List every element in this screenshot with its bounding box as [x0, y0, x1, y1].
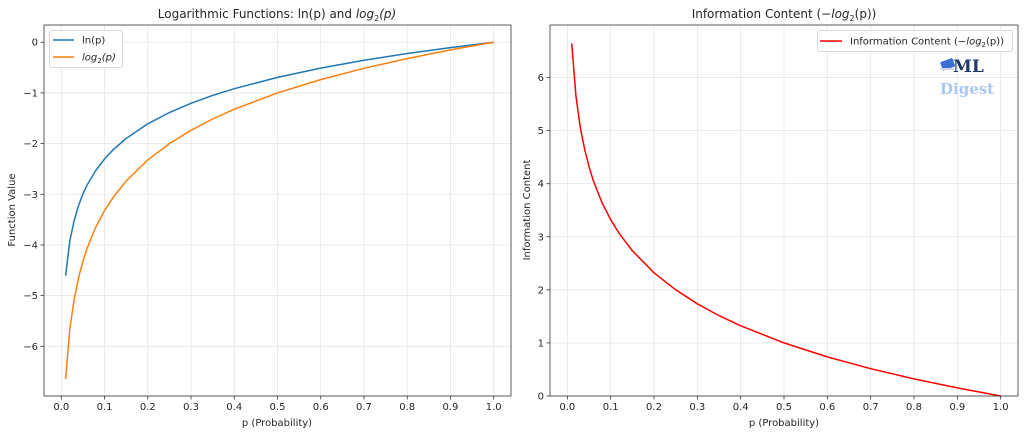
x-tick-label: 0.3 [689, 402, 705, 413]
x-tick-label: 0.7 [863, 402, 879, 413]
y-tick-label: −5 [23, 291, 38, 302]
y-tick-label: 5 [538, 126, 544, 137]
x-tick-label: 0.7 [356, 402, 372, 413]
series-line-1 [570, 43, 1001, 397]
legend-label: log2(p) [82, 53, 116, 66]
y-tick-label: −2 [23, 139, 38, 150]
x-tick-label: 1.0 [486, 402, 502, 413]
y-tick-label: −4 [23, 240, 38, 251]
chart-title: Logarithmic Functions: ln(p) and log2(p) [158, 7, 396, 23]
series-line-1 [64, 41, 494, 276]
x-tick-label: 0.5 [270, 402, 286, 413]
x-tick-label: 0.9 [443, 402, 459, 413]
x-tick-label: 0.0 [53, 402, 69, 413]
legend-label: Information Content (−log2(p)) [850, 37, 1004, 50]
y-tick-label: 0 [538, 392, 544, 403]
y-axis-label: Function Value [7, 173, 18, 246]
x-tick-label: 0.2 [646, 402, 662, 413]
x-tick-label: 1.0 [993, 402, 1009, 413]
chart-information-content: Information Content (−log2(p)) p (Probab… [522, 7, 1019, 429]
x-tick-label: 0.2 [140, 402, 156, 413]
ml-digest-logo: ML Digest [940, 57, 994, 98]
x-axis-label: p (Probability) [242, 418, 312, 429]
legend-label: ln(p) [82, 36, 105, 47]
grid [44, 25, 511, 396]
y-tick-label: −3 [23, 190, 38, 201]
x-tick-label: 0.1 [97, 402, 113, 413]
x-axis-label: p (Probability) [749, 418, 819, 429]
logo-text-digest: Digest [940, 80, 994, 98]
legend: ln(p) log2(p) [49, 30, 123, 68]
y-tick-label: −1 [23, 88, 38, 99]
x-tick-label: 0.6 [819, 402, 835, 413]
y-tick-label: 6 [538, 73, 544, 84]
y-tick-label: −6 [23, 342, 38, 353]
y-tick-label: 1 [538, 338, 544, 349]
legend: Information Content (−log2(p)) [817, 30, 1013, 52]
x-tick-label: 0.0 [559, 402, 575, 413]
series-line-2 [64, 41, 494, 380]
x-tick-label: 0.6 [313, 402, 329, 413]
x-tick-label: 0.1 [603, 402, 619, 413]
axes-frame [549, 24, 1019, 397]
axes-frame [43, 24, 512, 397]
x-tick-label: 0.8 [906, 402, 922, 413]
y-axis-label: Information Content [522, 160, 533, 261]
x-tick-label: 0.5 [776, 402, 792, 413]
y-tick-label: 4 [538, 179, 544, 190]
x-tick-label: 0.9 [949, 402, 965, 413]
x-tick-label: 0.4 [226, 402, 242, 413]
x-tick-label: 0.3 [183, 402, 199, 413]
y-tick-label: 3 [538, 232, 544, 243]
logo-text-ml: ML [953, 57, 984, 77]
book-icon [940, 58, 956, 71]
chart-logarithmic-functions: Logarithmic Functions: ln(p) and log2(p)… [7, 7, 512, 429]
chart-title: Information Content (−log2(p)) [692, 7, 877, 23]
x-tick-label: 0.8 [399, 402, 415, 413]
grid [550, 25, 1018, 397]
y-tick-label: 0 [32, 38, 38, 49]
x-tick-label: 0.4 [733, 402, 749, 413]
y-tick-label: 2 [538, 285, 544, 296]
